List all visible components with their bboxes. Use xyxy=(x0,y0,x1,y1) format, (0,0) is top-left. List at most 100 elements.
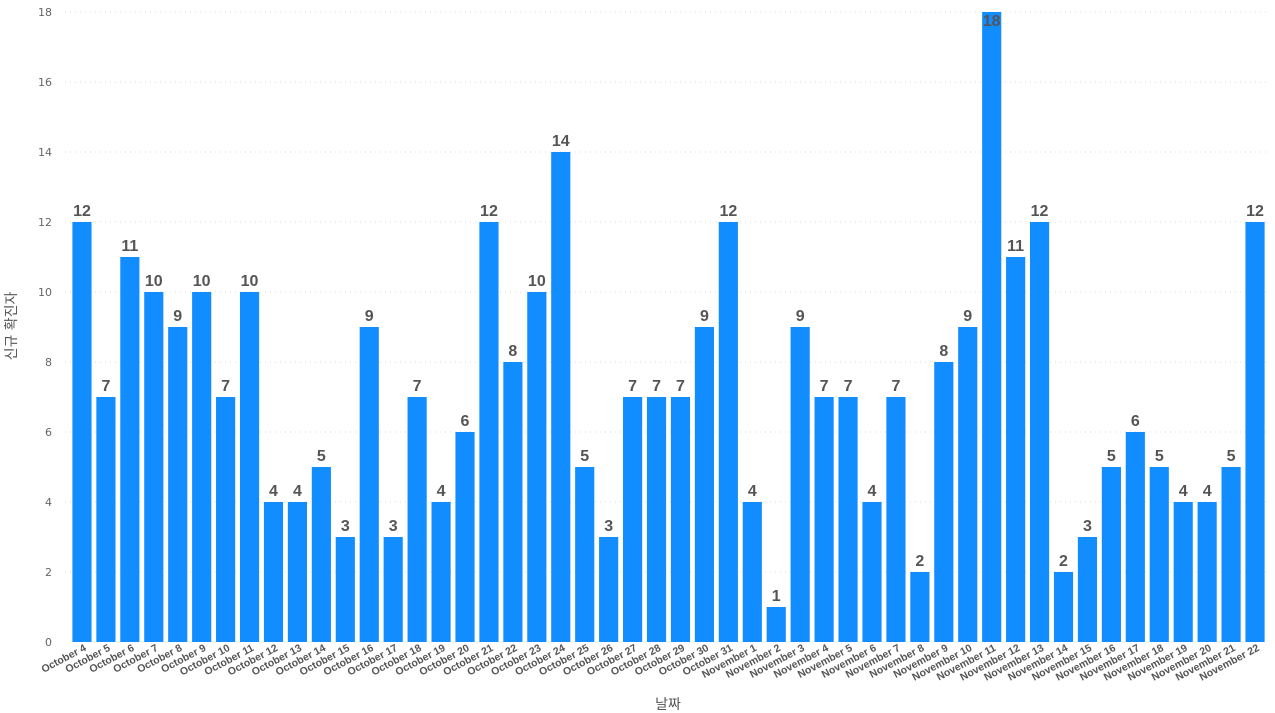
data-label: 7 xyxy=(413,378,422,395)
data-label: 12 xyxy=(1246,203,1264,220)
y-tick-label: 0 xyxy=(45,636,52,649)
data-label: 7 xyxy=(221,378,230,395)
y-tick-label: 16 xyxy=(38,76,52,89)
bar xyxy=(239,292,260,642)
data-label: 9 xyxy=(700,308,709,325)
data-label: 4 xyxy=(868,483,877,500)
bar xyxy=(599,537,619,642)
bar xyxy=(575,467,595,642)
data-label: 7 xyxy=(101,378,110,395)
y-tick-label: 12 xyxy=(38,216,52,229)
bar xyxy=(1245,222,1265,642)
bar xyxy=(168,327,188,642)
data-label: 9 xyxy=(963,308,972,325)
bar xyxy=(982,12,1002,642)
data-label: 10 xyxy=(528,273,546,290)
data-label: 5 xyxy=(1107,448,1116,465)
bar xyxy=(646,397,667,642)
bar xyxy=(934,362,954,642)
y-tick-label: 10 xyxy=(38,286,52,299)
bar xyxy=(694,327,714,642)
bar xyxy=(335,537,355,642)
y-axis-title: 신규 확진자 xyxy=(4,291,20,360)
data-label: 12 xyxy=(480,203,498,220)
bar xyxy=(623,397,643,642)
data-label: 10 xyxy=(145,273,163,290)
bar xyxy=(1101,467,1121,642)
bar xyxy=(527,292,547,642)
data-label: 1 xyxy=(772,588,781,605)
data-label: 7 xyxy=(844,378,853,395)
bar xyxy=(311,467,331,642)
data-label: 6 xyxy=(1131,413,1140,430)
data-label: 3 xyxy=(604,518,613,535)
bar xyxy=(503,362,523,642)
bar xyxy=(1053,572,1074,642)
data-label: 4 xyxy=(748,483,757,500)
data-label: 2 xyxy=(1059,553,1068,570)
data-label: 11 xyxy=(1007,238,1024,255)
bar xyxy=(216,397,236,642)
bar xyxy=(72,222,92,642)
data-label: 12 xyxy=(719,203,737,220)
bar xyxy=(455,432,475,642)
data-label: 7 xyxy=(820,378,829,395)
data-label: 11 xyxy=(121,238,138,255)
data-label: 9 xyxy=(173,308,182,325)
data-label: 4 xyxy=(1179,483,1188,500)
bar xyxy=(287,502,308,642)
data-label: 8 xyxy=(939,343,948,360)
y-tick-label: 6 xyxy=(45,426,52,439)
data-label: 7 xyxy=(891,378,900,395)
bar xyxy=(383,537,403,642)
y-tick-label: 4 xyxy=(45,496,52,509)
bar xyxy=(862,502,882,642)
data-label: 4 xyxy=(1203,483,1212,500)
bar xyxy=(814,397,834,642)
bar xyxy=(742,502,762,642)
y-axis-ticks: 0 2 4 6 8 10 12 14 16 18 xyxy=(38,6,52,649)
bar xyxy=(910,572,930,642)
bar xyxy=(1221,467,1241,642)
bars xyxy=(72,12,1265,642)
bar xyxy=(479,222,499,642)
bar xyxy=(886,397,906,642)
y-tick-label: 2 xyxy=(45,566,52,579)
bar xyxy=(263,502,284,642)
data-label: 12 xyxy=(73,203,91,220)
data-label: 3 xyxy=(1083,518,1092,535)
bar xyxy=(192,292,212,642)
bar xyxy=(1029,222,1050,642)
bar xyxy=(1125,432,1145,642)
bar xyxy=(670,397,691,642)
data-label: 4 xyxy=(293,483,302,500)
bar xyxy=(1173,502,1193,642)
data-label: 4 xyxy=(437,483,446,500)
data-label: 7 xyxy=(676,378,685,395)
data-label: 7 xyxy=(652,378,661,395)
bar xyxy=(407,397,427,642)
data-label: 3 xyxy=(389,518,398,535)
bar xyxy=(838,397,858,642)
y-tick-label: 8 xyxy=(45,356,52,369)
data-label: 2 xyxy=(915,553,924,570)
bar xyxy=(1006,257,1026,642)
data-label: 9 xyxy=(796,308,805,325)
bar xyxy=(1149,467,1169,642)
bar xyxy=(359,327,379,642)
bar xyxy=(1197,502,1217,642)
x-axis-title: 날짜 xyxy=(655,697,681,713)
data-label: 7 xyxy=(628,378,637,395)
bar xyxy=(144,292,164,642)
data-label: 5 xyxy=(317,448,326,465)
data-label: 3 xyxy=(341,518,350,535)
bar xyxy=(96,397,116,642)
data-label: 14 xyxy=(552,133,570,150)
data-label: 5 xyxy=(1227,448,1236,465)
data-label: 10 xyxy=(241,273,259,290)
y-tick-label: 18 xyxy=(38,6,52,19)
data-label: 12 xyxy=(1031,203,1049,220)
data-label: 5 xyxy=(580,448,589,465)
data-label: 5 xyxy=(1155,448,1164,465)
